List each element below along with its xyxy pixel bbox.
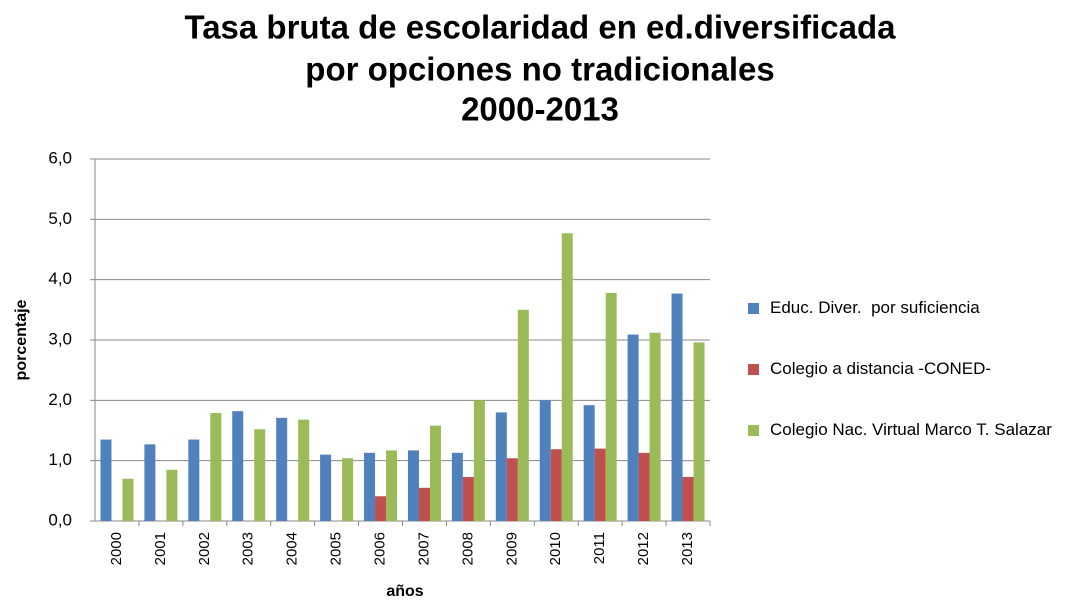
bar [638, 452, 650, 521]
bar [144, 444, 156, 521]
x-tick-label: 2001 [152, 532, 169, 565]
x-tick-label: 2004 [284, 532, 301, 565]
legend-label: Colegio Nac. Virtual Marco T. Salazar [770, 420, 1052, 439]
legend-swatch [748, 303, 759, 314]
y-tick-label: 3,0 [48, 329, 72, 348]
bar [386, 450, 398, 521]
legend-swatch [748, 364, 759, 375]
legend-label: Educ. Diver. por suficiencia [770, 298, 980, 317]
bar [506, 458, 518, 521]
legend-item: Colegio Nac. Virtual Marco T. Salazar [748, 418, 1068, 479]
x-tick-label: 2011 [591, 532, 608, 564]
x-tick-label: 2010 [547, 532, 564, 565]
y-tick-label: 2,0 [48, 390, 72, 409]
legend-swatch [748, 425, 759, 436]
bar [276, 417, 288, 521]
x-tick-label: 2000 [108, 532, 125, 565]
bar [550, 449, 562, 521]
bar [462, 476, 474, 521]
bar [473, 400, 485, 521]
y-tick-label: 6,0 [48, 148, 72, 167]
bar [649, 332, 661, 521]
chart-subtitle: 2000-2013 [461, 91, 619, 128]
bar [671, 293, 683, 521]
bar [254, 429, 266, 521]
x-tick-label: 2009 [503, 532, 520, 565]
bar [605, 292, 617, 521]
bar [517, 309, 529, 521]
x-tick-label: 2013 [679, 532, 696, 565]
bar [561, 233, 573, 521]
y-tick-label: 5,0 [48, 209, 72, 228]
x-axis-label: años [386, 583, 423, 600]
bar [166, 469, 178, 521]
x-tick-label: 2006 [372, 532, 389, 565]
x-tick-label: 2007 [415, 532, 432, 565]
x-tick-label: 2008 [459, 532, 476, 565]
x-tick-label: 2012 [635, 532, 652, 565]
legend-item: Colegio a distancia -CONED- [748, 357, 1068, 418]
x-tick-label: 2002 [196, 532, 213, 565]
y-tick-label: 0,0 [48, 510, 72, 529]
bar [429, 425, 441, 521]
bar [583, 405, 595, 521]
bar [100, 439, 112, 521]
bar [342, 458, 354, 521]
x-tick-label: 2003 [240, 532, 257, 565]
bar [232, 411, 244, 521]
legend: Educ. Diver. por suficiencia Colegio a di… [748, 296, 1068, 479]
legend-item: Educ. Diver. por suficiencia [748, 296, 1068, 357]
bar [210, 413, 222, 521]
bar [320, 454, 332, 521]
legend-label: Colegio a distancia -CONED- [770, 359, 992, 378]
bar [364, 452, 376, 521]
bar [627, 334, 639, 521]
bar [495, 412, 507, 521]
y-tick-label: 4,0 [48, 269, 72, 288]
bar [298, 419, 310, 521]
bar [407, 450, 419, 521]
bar [693, 342, 705, 521]
bar [451, 452, 463, 521]
bar [594, 448, 606, 521]
bar [188, 439, 200, 521]
x-tick-label: 2005 [328, 532, 345, 565]
bar [122, 478, 134, 521]
chart-title: Tasa bruta de escolaridad en ed.diversif… [185, 9, 897, 46]
y-tick-label: 1,0 [48, 450, 72, 469]
chart-subtitle: por opciones no tradicionales [305, 51, 774, 88]
bar [375, 496, 387, 521]
bar [682, 476, 694, 521]
bar [539, 400, 551, 521]
bar [418, 487, 430, 521]
y-axis-label: porcentaje [13, 299, 30, 380]
